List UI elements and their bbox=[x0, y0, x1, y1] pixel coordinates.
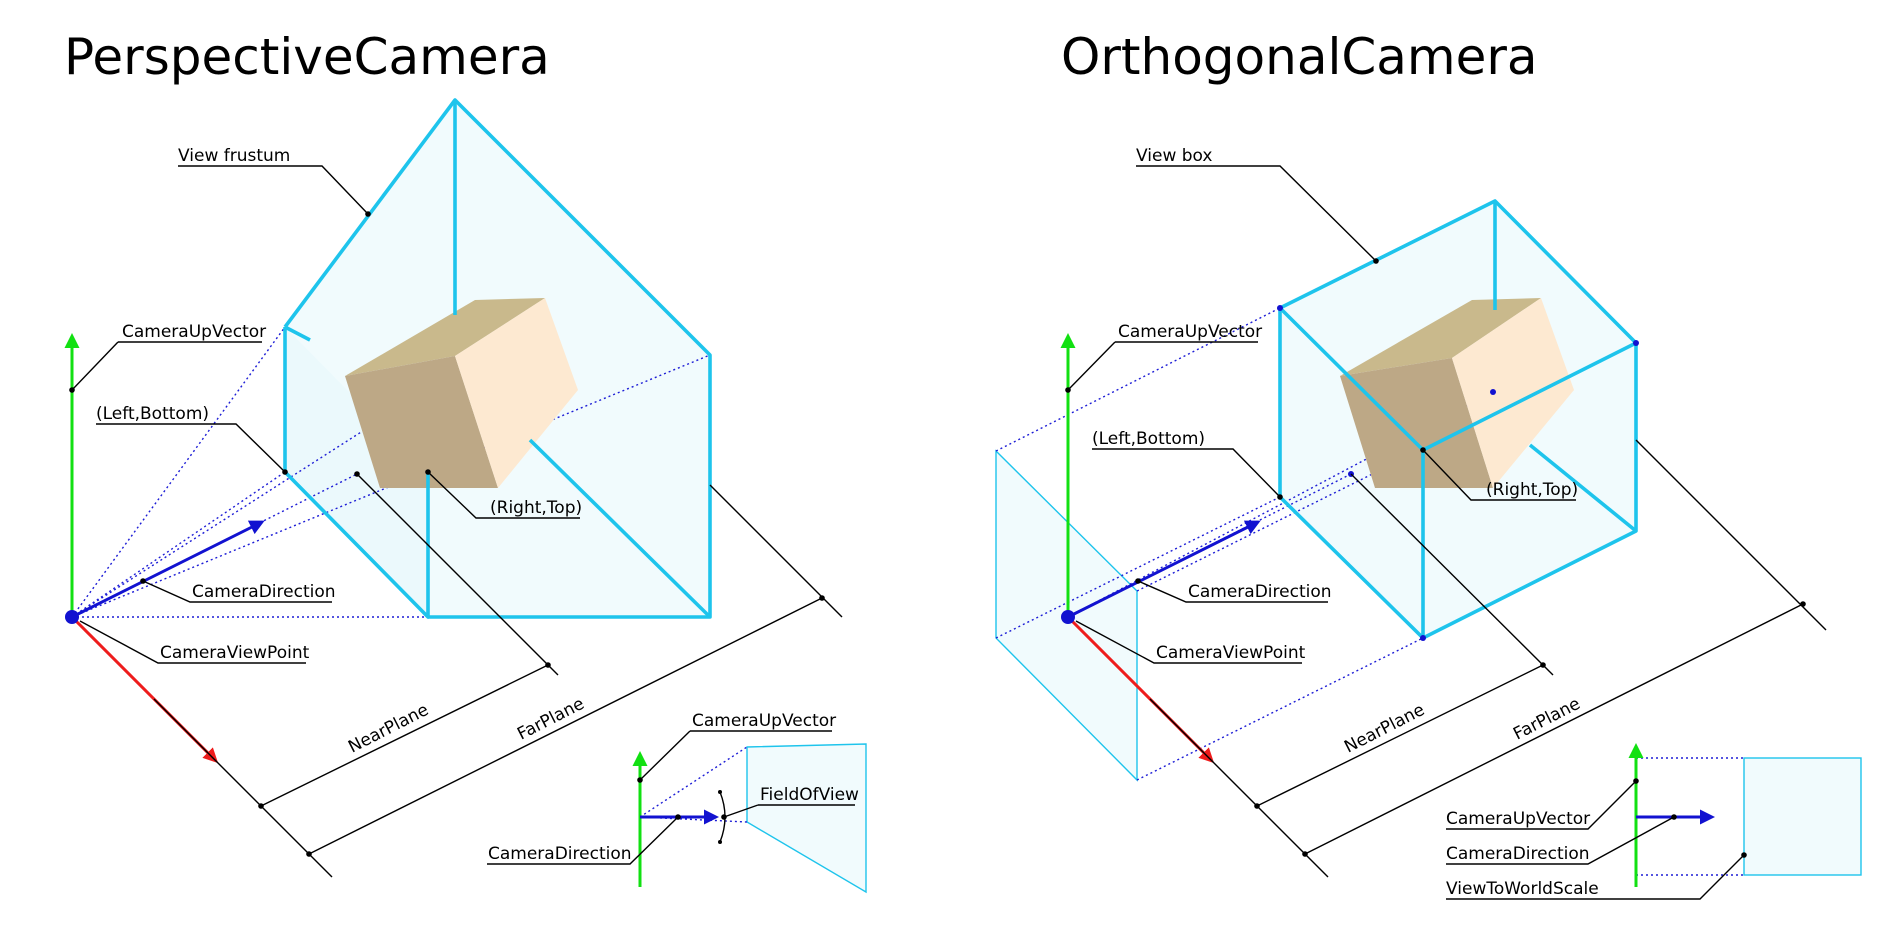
orthogonal-dimensions bbox=[1149, 439, 1827, 878]
inset-view-to-world-scale-label: ViewToWorldScale bbox=[1446, 879, 1599, 899]
orthogonal-inset: CameraUpVector CameraDirection ViewToWor… bbox=[1446, 743, 1862, 900]
orthogonal-camera-panel: OrthogonalCamera bbox=[995, 28, 1862, 900]
camera-up-vector-label: CameraUpVector bbox=[122, 322, 266, 342]
camera-up-vector-label: CameraUpVector bbox=[1118, 322, 1262, 342]
view-box-label: View box bbox=[1136, 146, 1212, 166]
inset-camera-up-vector-label: CameraUpVector bbox=[692, 711, 836, 731]
perspective-inset: CameraUpVector FieldOfView CameraDirecti… bbox=[487, 711, 867, 894]
camera-direction-label: CameraDirection bbox=[192, 582, 336, 602]
camera-view-point-dot bbox=[65, 610, 79, 624]
left-bottom-label: (Left,Bottom) bbox=[96, 404, 209, 424]
perspective-dimensions bbox=[153, 473, 843, 878]
camera-view-point-dot bbox=[1061, 610, 1075, 624]
right-top-label: (Right,Top) bbox=[490, 498, 582, 518]
perspective-camera-panel: PerspectiveCamera bbox=[64, 28, 867, 894]
cube-top-face bbox=[345, 298, 545, 376]
camera-view-point-label: CameraViewPoint bbox=[1156, 643, 1306, 663]
direction-arrow bbox=[71, 520, 265, 619]
cube-left-face bbox=[345, 356, 498, 488]
inset-field-of-view-label: FieldOfView bbox=[760, 785, 859, 805]
far-plane-label: FarPlane bbox=[514, 694, 587, 745]
left-bottom-label: (Left,Bottom) bbox=[1092, 429, 1205, 449]
view-frustum-label: View frustum bbox=[178, 146, 290, 166]
inset-camera-direction-label: CameraDirection bbox=[1446, 844, 1590, 864]
inset-camera-up-vector-label: CameraUpVector bbox=[1446, 809, 1590, 829]
perspective-leaders bbox=[69, 165, 580, 664]
camera-view-point-label: CameraViewPoint bbox=[160, 643, 310, 663]
cube-top-face bbox=[1340, 298, 1541, 376]
orthogonal-leaders bbox=[1065, 165, 1576, 664]
cube-right-face bbox=[1452, 298, 1574, 488]
right-top-label: (Right,Top) bbox=[1486, 480, 1578, 500]
orthogonal-title: OrthogonalCamera bbox=[1061, 28, 1538, 86]
camera-direction-label: CameraDirection bbox=[1188, 582, 1332, 602]
perspective-title: PerspectiveCamera bbox=[64, 28, 550, 86]
orthogonal-cube bbox=[1340, 298, 1574, 488]
inset-camera-direction-label: CameraDirection bbox=[488, 844, 632, 864]
cube-right-face bbox=[455, 298, 578, 488]
perspective-cube bbox=[345, 298, 578, 488]
direction-arrow bbox=[1067, 520, 1261, 619]
cube-left-face bbox=[1340, 358, 1493, 488]
